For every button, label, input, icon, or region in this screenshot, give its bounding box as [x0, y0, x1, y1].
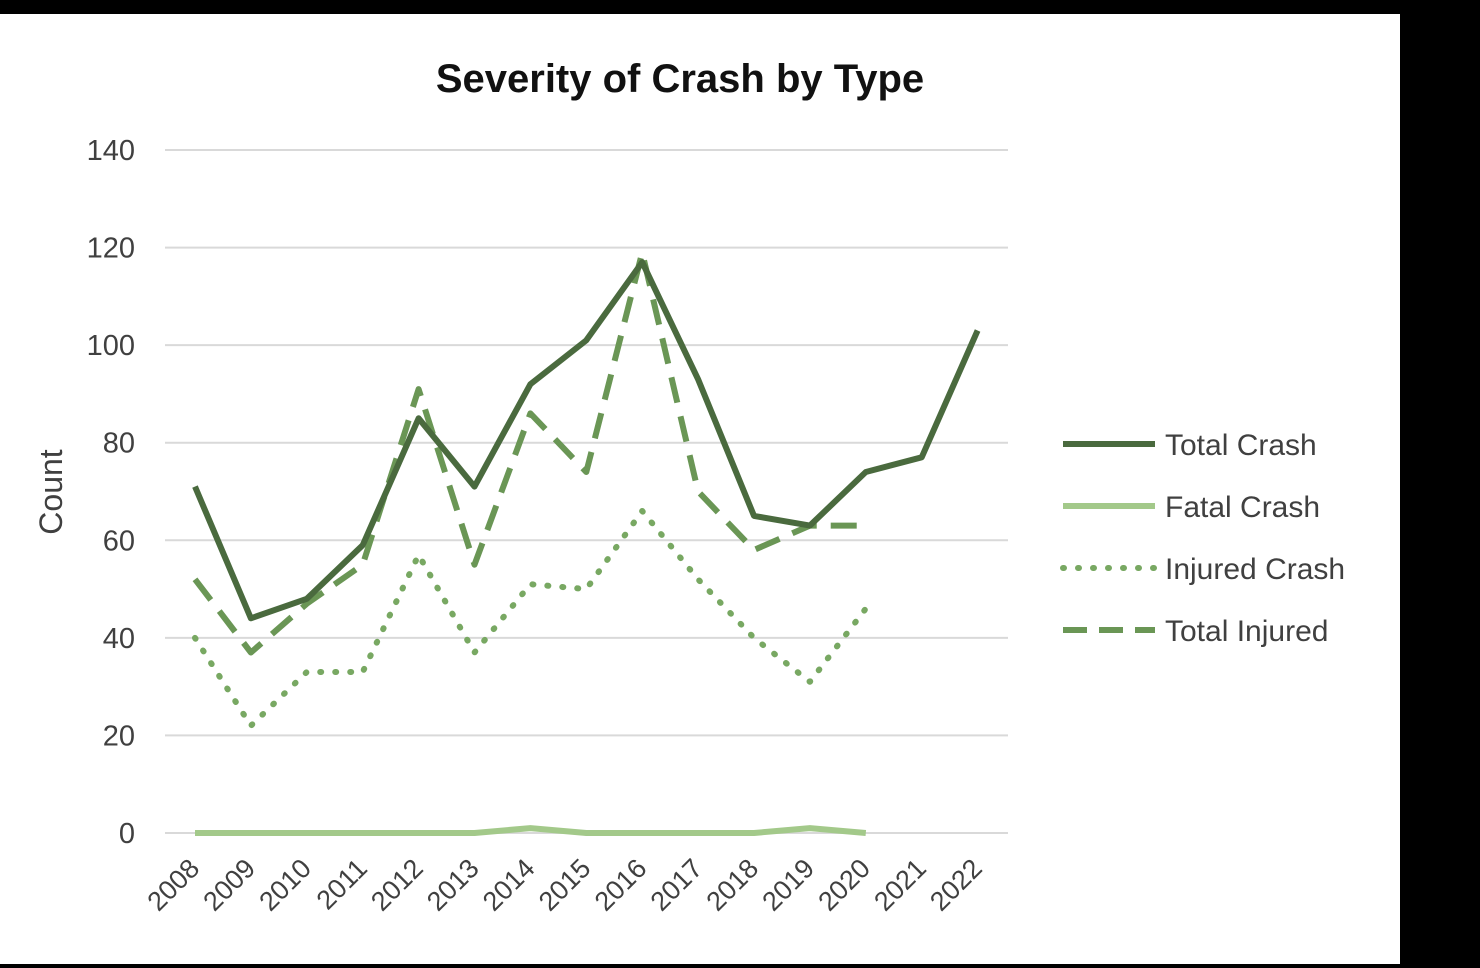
x-tick-label: 2019	[756, 853, 820, 917]
x-tick-label: 2008	[142, 853, 206, 917]
y-tick-label: 40	[103, 623, 135, 655]
y-axis-label: Count	[33, 449, 69, 535]
series-line-injured-crash	[192, 508, 869, 729]
x-tick-label: 2020	[812, 853, 876, 917]
x-tick-label: 2014	[477, 853, 541, 917]
x-tick-label: 2009	[197, 853, 261, 917]
y-tick-label: 100	[87, 330, 135, 362]
y-tick-label: 140	[87, 135, 135, 167]
series-line-fatal-crash	[195, 825, 867, 836]
x-tick-label: 2010	[253, 853, 317, 917]
legend-label: Injured Crash	[1165, 553, 1345, 586]
x-axis-ticks: 2008200920102011201220132014201520162017…	[142, 853, 988, 917]
x-tick-label: 2022	[924, 853, 988, 917]
y-tick-label: 80	[103, 428, 135, 460]
series-line-total-crash	[192, 259, 981, 622]
y-tick-label: 0	[119, 818, 135, 850]
y-axis-ticks: 0 20 40 60 80 100 120 140	[87, 135, 135, 850]
x-tick-label: 2013	[421, 853, 485, 917]
x-tick-label: 2012	[365, 853, 429, 917]
y-tick-label: 60	[103, 525, 135, 557]
legend-label: Total Crash	[1165, 429, 1317, 462]
y-tick-label: 120	[87, 233, 135, 265]
x-tick-label: 2015	[533, 853, 597, 917]
chart-panel	[0, 14, 1400, 964]
x-tick-label: 2011	[311, 853, 373, 915]
legend-label: Fatal Crash	[1165, 491, 1320, 524]
x-tick-label: 2018	[701, 853, 765, 917]
y-tick-label: 20	[103, 720, 135, 752]
gridlines	[165, 149, 1008, 834]
chart-title: Severity of Crash by Type	[436, 57, 924, 101]
series-line-total-injured	[192, 249, 866, 656]
series-lines	[192, 249, 981, 836]
x-tick-label: 2021	[868, 853, 932, 917]
x-tick-label: 2016	[589, 853, 653, 917]
legend: Total Crash Fatal Crash Injured Crash Total…	[1060, 429, 1345, 648]
x-tick-label: 2017	[645, 853, 709, 917]
legend-label: Total Injured	[1165, 615, 1328, 648]
